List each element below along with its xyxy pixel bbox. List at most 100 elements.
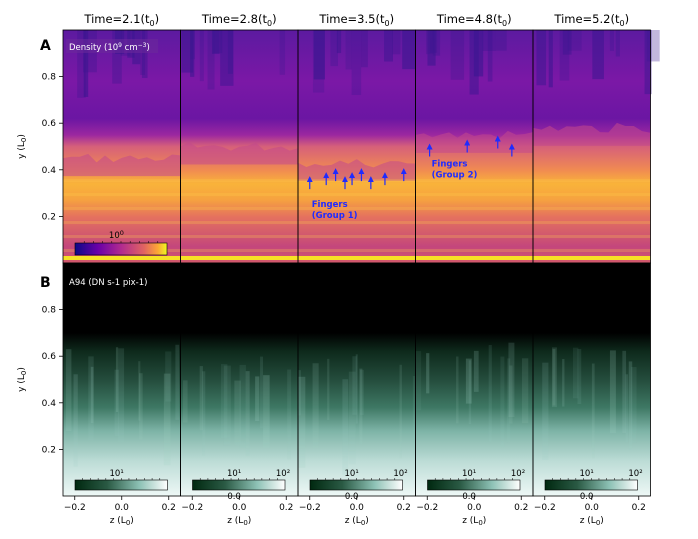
density-label: Density (109 cm−3) — [69, 42, 150, 53]
colorbar-tick-label: 10¹ — [227, 469, 241, 479]
a94-strand — [88, 356, 94, 441]
density-streak — [336, 30, 342, 54]
a94-panel — [63, 263, 181, 496]
a94-panel — [298, 263, 418, 496]
a94-field — [415, 263, 533, 496]
density-band — [298, 249, 416, 253]
density-band — [180, 221, 298, 225]
a94-strand — [488, 345, 492, 442]
a94-colorbar — [192, 479, 286, 491]
density-streak — [615, 30, 620, 57]
panel-letter-b: B — [40, 275, 51, 291]
density-streak — [207, 30, 215, 90]
a94-strand — [255, 376, 260, 421]
density-streak — [83, 30, 89, 97]
density-interface — [180, 141, 298, 165]
density-panel — [298, 30, 416, 263]
a94-strand — [245, 371, 250, 457]
density-streak — [469, 30, 479, 95]
a94-strand — [552, 349, 556, 406]
column-title: Time=3.5(t0) — [318, 12, 394, 28]
density-band — [63, 207, 181, 211]
density-streak — [392, 30, 401, 55]
a94-field — [180, 263, 298, 496]
column-title: Time=2.1(t0) — [83, 12, 159, 28]
x-tick-label: −0.2 — [299, 503, 321, 513]
a94-colorbar — [309, 479, 403, 491]
a94-strand — [90, 366, 94, 424]
density-band — [533, 221, 651, 225]
colorbar-tick-label: 10² — [628, 469, 642, 479]
a94-strand — [263, 375, 270, 448]
x-tick-label: 0.2 — [397, 503, 411, 513]
density-streak — [402, 30, 416, 70]
density-band — [63, 221, 181, 225]
density-band — [415, 249, 533, 253]
density-streak — [432, 30, 441, 56]
a94-strand — [165, 351, 172, 402]
x-tick-label: 0.2 — [514, 503, 528, 513]
a94-strand — [355, 354, 358, 424]
density-streak — [279, 30, 286, 75]
density-band — [415, 193, 533, 197]
density-streak — [384, 30, 393, 62]
y-tick-label: 0.6 — [42, 352, 57, 362]
a94-strand — [348, 371, 356, 465]
a94-strand — [509, 365, 513, 424]
density-band — [415, 179, 533, 183]
a94-strand — [220, 364, 228, 439]
colorbar-tick-label: 10¹ — [345, 469, 359, 479]
density-streak — [330, 30, 338, 67]
a94-strand — [500, 356, 505, 448]
colorbar-tick-label: 0.0 — [227, 492, 241, 502]
colorbar-tick-label: 10¹ — [580, 469, 594, 479]
a94-field — [298, 263, 416, 496]
y-tick-label: 0.8 — [42, 306, 57, 316]
density-streak — [199, 30, 204, 82]
y-tick-label: 0.6 — [42, 119, 57, 129]
density-label-box — [66, 39, 158, 53]
density-bottom-strip — [180, 256, 298, 260]
panel-letter-a: A — [40, 38, 51, 54]
density-band — [63, 193, 181, 197]
density-bottom-strip — [63, 256, 181, 260]
density-streak — [548, 30, 553, 88]
a94-field — [533, 263, 651, 496]
a94-strand — [260, 356, 264, 429]
a94-strand — [591, 363, 595, 459]
x-tick-label: −0.2 — [181, 503, 203, 513]
density-streak — [536, 30, 547, 86]
x-tick-label: 0.2 — [632, 503, 646, 513]
y-tick-label: 0.4 — [42, 399, 57, 409]
x-axis-label: z (L0) — [227, 516, 251, 527]
density-band — [533, 207, 651, 211]
density-streak — [644, 30, 652, 95]
a94-strand — [202, 371, 206, 456]
density-streak — [141, 30, 148, 79]
density-streak — [427, 30, 436, 66]
colorbar-tick-label: 10¹ — [110, 469, 124, 479]
density-bottom-strip — [415, 256, 533, 260]
density-streak — [487, 30, 493, 82]
density-streak — [313, 30, 325, 80]
a94-strand — [426, 353, 430, 394]
a94-strand — [183, 380, 188, 423]
density-bottom-strip — [298, 256, 416, 260]
a94-strand — [114, 369, 119, 437]
density-band — [298, 235, 416, 239]
a94-panel — [415, 263, 533, 496]
a94-strand — [521, 358, 529, 424]
density-band — [533, 193, 651, 197]
colorbar-tick-label: 0.0 — [345, 492, 359, 502]
fingers-label-line1: Fingers — [312, 200, 348, 210]
density-streak — [112, 30, 122, 84]
y-axis-label: y (L0) — [17, 367, 28, 392]
density-streak — [482, 30, 496, 51]
annotations: Fingers(Group 1)Fingers(Group 2) — [306, 135, 515, 221]
x-axis-label: z (L0) — [580, 516, 604, 527]
density-interface — [63, 153, 181, 177]
x-tick-label: 0.0 — [585, 503, 600, 513]
density-band — [180, 207, 298, 211]
density-streak — [473, 30, 484, 77]
